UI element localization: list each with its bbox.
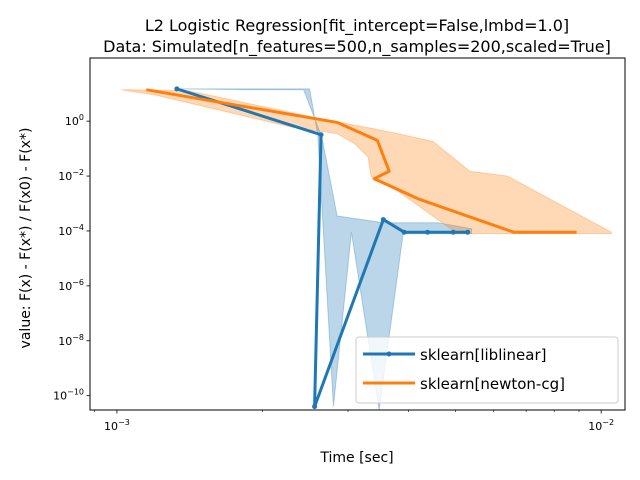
- band-sklearn-liblinear: [176, 88, 473, 411]
- x-axis-label: Time [sec]: [319, 450, 393, 466]
- x-tick-label: 10−3: [104, 418, 130, 433]
- legend-box: [355, 336, 619, 404]
- band-sklearn-newton-cg: [120, 89, 612, 235]
- x-axis-ticks: 10−3 10−2: [94, 410, 614, 433]
- y-tick-label: 100: [65, 113, 84, 128]
- legend-marker-liblinear: [386, 351, 392, 357]
- legend: sklearn[liblinear] sklearn[newton-cg]: [355, 336, 619, 404]
- data-point-sklearn-liblinear: [465, 229, 471, 235]
- series-line-sklearn-newton-cg: [146, 88, 577, 234]
- chart-title-line-2: Data: Simulated[n_features=500,n_samples…: [103, 37, 611, 57]
- y-tick-label: 10−2: [58, 168, 84, 183]
- data-point-sklearn-liblinear: [425, 229, 431, 235]
- data-point-sklearn-liblinear: [318, 132, 324, 138]
- data-point-sklearn-liblinear: [450, 229, 456, 235]
- legend-label-newton-cg: sklearn[newton-cg]: [420, 375, 565, 393]
- series-lines: [146, 86, 577, 410]
- y-axis-label: value: F(x) - F(x*) / F(x0) - F(x*): [18, 128, 34, 349]
- x-tick-label: 10−2: [588, 418, 614, 433]
- series-line-sklearn-liblinear: [176, 87, 468, 409]
- y-tick-label: 10−6: [58, 278, 84, 293]
- y-tick-label: 10−4: [58, 223, 84, 238]
- data-point-sklearn-liblinear: [380, 217, 386, 223]
- data-point-sklearn-liblinear: [401, 229, 407, 235]
- y-tick-label: 10−8: [58, 333, 84, 348]
- chart-title-line-1: L2 Logistic Regression[fit_intercept=Fal…: [145, 16, 569, 36]
- plot-area-frame: [89, 57, 626, 411]
- y-axis-ticks: 10−10 10−8 10−6 10−4 10−2 100: [53, 113, 90, 403]
- legend-label-liblinear: sklearn[liblinear]: [420, 346, 547, 364]
- y-tick-label: 10−10: [53, 388, 84, 403]
- data-point-sklearn-liblinear: [174, 86, 180, 92]
- data-point-sklearn-liblinear: [312, 404, 318, 410]
